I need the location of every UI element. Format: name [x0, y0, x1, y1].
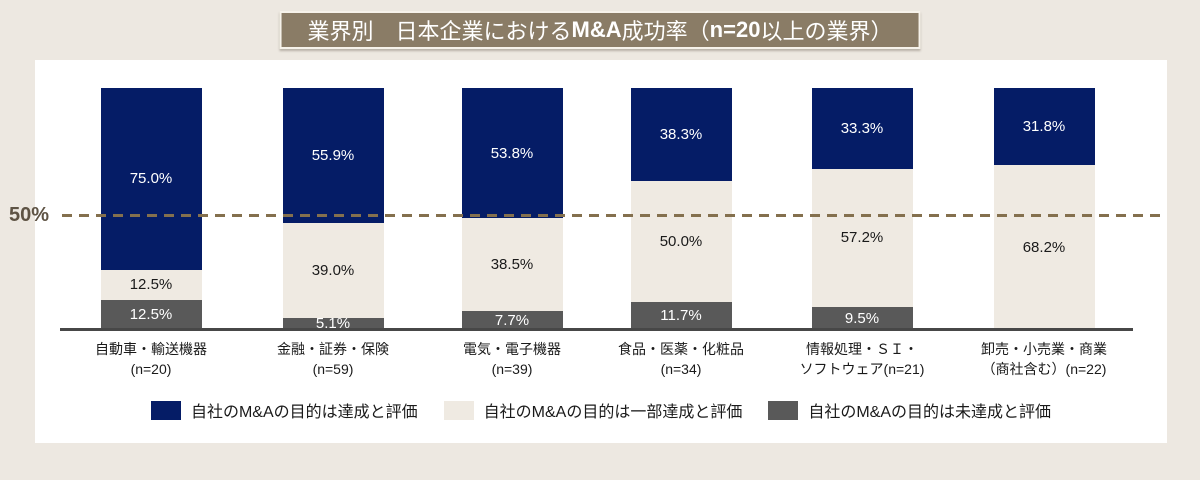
chart-title-segment: 以上の業界）: [760, 19, 893, 44]
legend-swatch: [150, 400, 181, 420]
reference-line-label: 50%: [9, 204, 50, 226]
bar-segment-label: 9.5%: [844, 309, 880, 327]
bar-segment: 11.7%: [630, 301, 732, 330]
bar-segment-label: 12.5%: [129, 276, 173, 294]
chart-title-segment: 業界別 日本企業における: [307, 19, 572, 44]
x-axis-label-line1: 情報処理・ＳＩ・: [806, 341, 918, 357]
x-axis-label-line1: 金融・証券・保険: [277, 341, 389, 357]
x-axis-label: 電気・電子機器 (n=39): [417, 339, 607, 380]
bar-segment: 55.9%: [282, 88, 384, 224]
x-axis-label-line1: 自動車・輸送機器: [95, 341, 207, 357]
bar-segment: 38.5%: [461, 218, 563, 312]
bar-segment-label: 11.7%: [660, 307, 702, 325]
legend-label: 自社のM&Aの目的は一部達成と評価: [483, 404, 743, 421]
bar-segment: 12.5%: [100, 299, 202, 330]
legend-label: 自社のM&Aの目的は達成と評価: [190, 404, 418, 421]
x-axis-label: 食品・医薬・化粧品 (n=34): [586, 339, 776, 380]
legend-item: 自社のM&Aの目的は達成と評価: [150, 398, 418, 422]
bar-segment-label: 68.2%: [1022, 238, 1066, 256]
bar-segment: 75.0%: [100, 88, 202, 270]
x-axis-label-line1: 卸売・小売業・商業: [981, 341, 1107, 357]
x-axis-label: 金融・証券・保険 (n=59): [238, 339, 428, 380]
chart-title: 業界別 日本企業における M&A 成功率（ n=20 以上の業界）: [279, 11, 921, 49]
bar-segment-label: 38.3%: [659, 125, 703, 143]
bar-segment-label: 31.8%: [1022, 117, 1066, 135]
x-axis-label-line1: 食品・医薬・化粧品: [618, 341, 744, 357]
reference-line-50pct: [62, 214, 1165, 217]
bar-segment-label: 50.0%: [659, 232, 703, 250]
chart-panel: [35, 60, 1167, 443]
x-axis-label-line2: (n=59): [312, 361, 354, 378]
bar-segment-label: 5.1%: [315, 315, 351, 333]
legend-label: 自社のM&Aの目的は未達成と評価: [808, 404, 1052, 421]
bar-segment-label: 55.9%: [311, 147, 355, 165]
x-axis-line: [60, 328, 1133, 331]
chart-title-segment: M&A: [571, 17, 622, 42]
bar-segment-label: 39.0%: [311, 261, 355, 279]
bar-segment: 53.8%: [461, 88, 563, 219]
bar-segment: 68.2%: [993, 164, 1095, 330]
bar-segment: 31.8%: [993, 88, 1095, 165]
x-axis-label-line2: (n=39): [491, 361, 533, 378]
bar-segment: 12.5%: [100, 269, 202, 300]
bar-segment: 7.7%: [461, 311, 563, 330]
chart-title-segment: n=20: [709, 17, 761, 42]
x-axis-label-line2: （商社含む）(n=22): [981, 361, 1107, 378]
bar-segment: 50.0%: [630, 180, 732, 302]
bar-segment-label: 12.5%: [129, 306, 173, 324]
x-axis-label: 卸売・小売業・商業 （商社含む）(n=22): [949, 339, 1139, 380]
x-axis-label-line1: 電気・電子機器: [463, 341, 561, 357]
bar-segment-label: 33.3%: [840, 119, 884, 137]
x-axis-label-line2: ソフトウェア(n=21): [799, 361, 925, 378]
bar-segment: 38.3%: [630, 88, 732, 181]
x-axis-label: 自動車・輸送機器 (n=20): [56, 339, 246, 380]
bar-segment: 39.0%: [282, 223, 384, 318]
chart-title-segment: 成功率（: [621, 19, 710, 44]
bar-segment: 9.5%: [811, 307, 913, 330]
legend: 自社のM&Aの目的は達成と評価 自社のM&Aの目的は一部達成と評価 自社のM&Aの目…: [35, 396, 1167, 424]
bar-segment-label: 75.0%: [129, 170, 173, 188]
legend-item: 自社のM&Aの目的は未達成と評価: [768, 398, 1051, 422]
bar-segment-label: 57.2%: [840, 229, 884, 247]
x-axis-label: 情報処理・ＳＩ・ ソフトウェア(n=21): [767, 339, 957, 380]
x-axis-label-line2: (n=34): [660, 361, 702, 378]
legend-swatch: [443, 400, 474, 420]
x-axis-label-line2: (n=20): [130, 361, 172, 378]
bar-segment-label: 53.8%: [490, 144, 534, 162]
bar-segment: 5.1%: [282, 315, 384, 333]
bar-segment: 57.2%: [811, 168, 913, 307]
bar-segment-label: 7.7%: [494, 312, 530, 330]
bar-segment-label: 38.5%: [490, 256, 534, 274]
legend-swatch: [768, 400, 799, 420]
bar-segment: 33.3%: [811, 88, 913, 169]
legend-item: 自社のM&Aの目的は一部達成と評価: [443, 398, 743, 422]
